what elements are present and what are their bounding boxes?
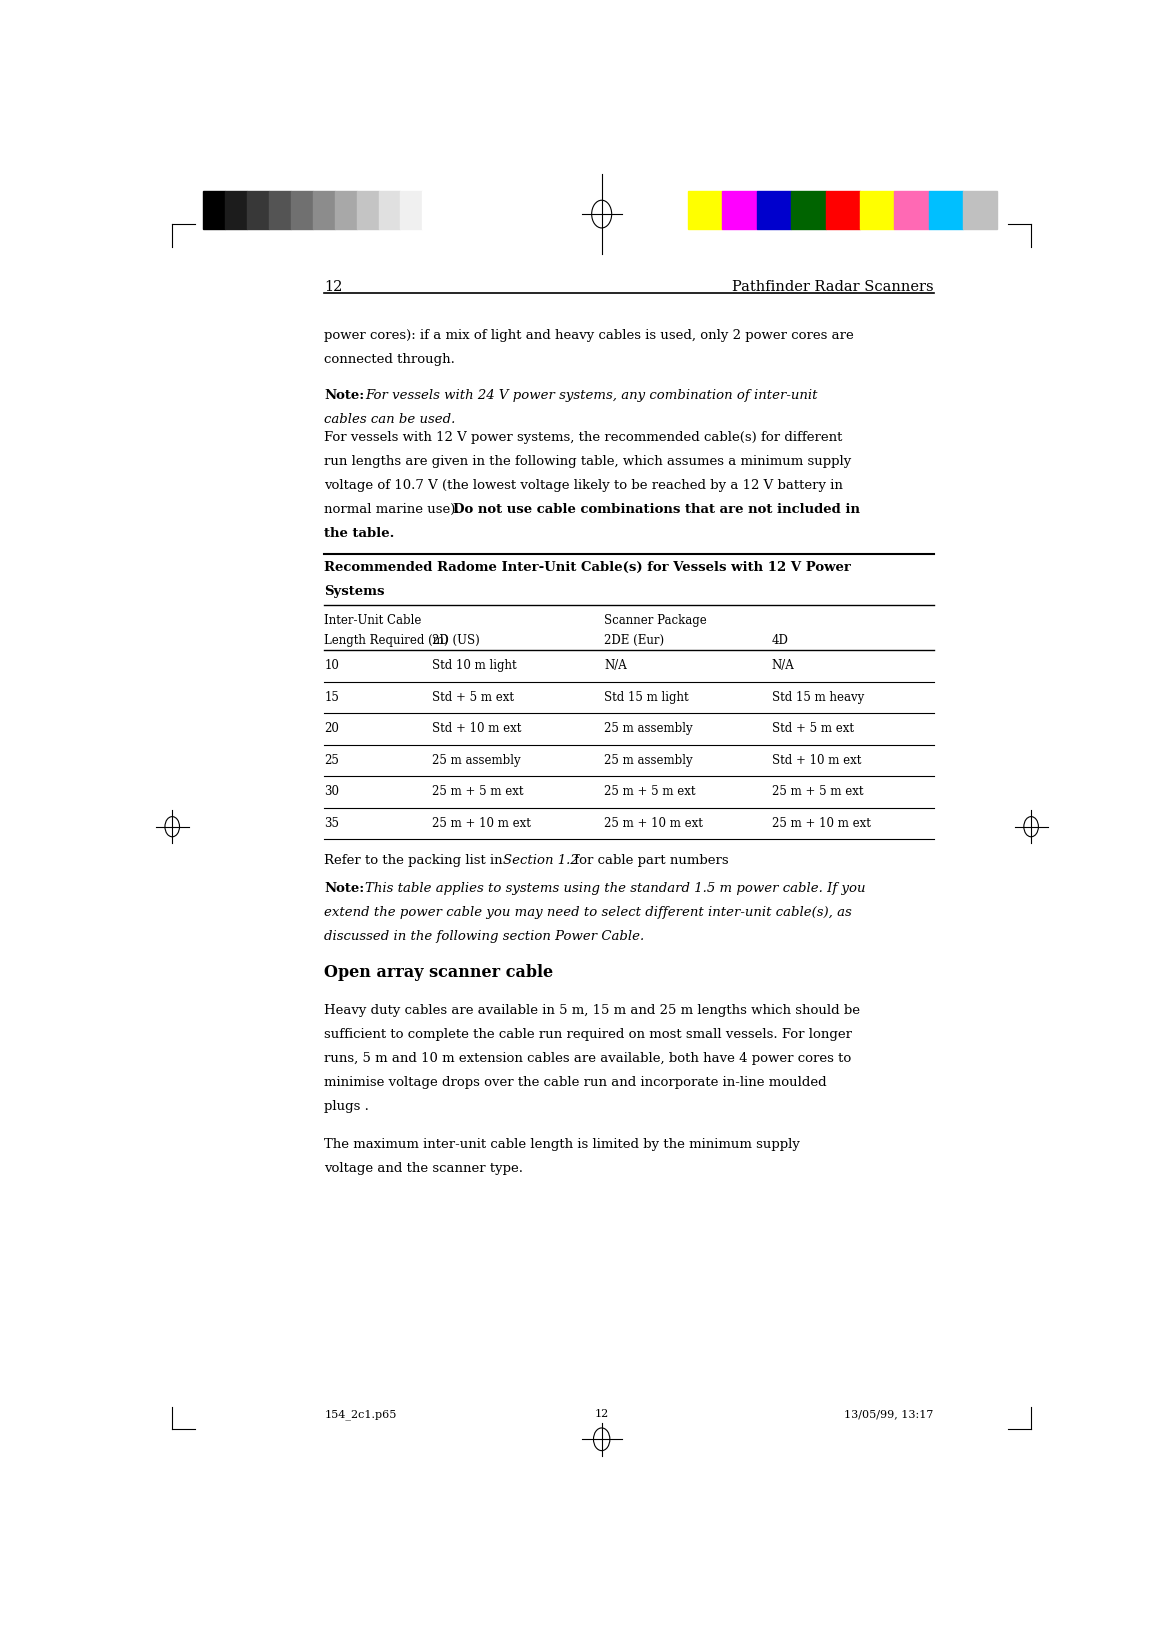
Text: Systems: Systems (324, 584, 385, 598)
Bar (757, 192, 791, 229)
Bar (861, 192, 895, 229)
Bar (722, 192, 757, 229)
Text: sufficient to complete the cable run required on most small vessels. For longer: sufficient to complete the cable run req… (324, 1028, 852, 1041)
Text: Pathfinder Radar Scanners: Pathfinder Radar Scanners (733, 280, 933, 293)
Text: 10: 10 (324, 660, 339, 673)
Text: 13/05/99, 13:17: 13/05/99, 13:17 (844, 1409, 933, 1419)
Bar (203, 192, 225, 229)
Text: 25 m + 5 m ext: 25 m + 5 m ext (432, 786, 524, 799)
Text: Note:: Note: (324, 882, 364, 895)
Bar (312, 192, 335, 229)
Text: for cable part numbers: for cable part numbers (569, 855, 728, 868)
Text: This table applies to systems using the standard 1.5 m power cable. If you: This table applies to systems using the … (365, 882, 865, 895)
Text: For vessels with 24 V power systems, any combination of inter-unit: For vessels with 24 V power systems, any… (365, 390, 817, 403)
Text: 15: 15 (324, 691, 339, 704)
Bar (895, 192, 929, 229)
Text: 25 m assembly: 25 m assembly (605, 722, 693, 735)
Text: Std 10 m light: Std 10 m light (432, 660, 517, 673)
Bar (247, 192, 269, 229)
Bar (400, 192, 423, 229)
Text: runs, 5 m and 10 m extension cables are available, both have 4 power cores to: runs, 5 m and 10 m extension cables are … (324, 1053, 851, 1066)
Text: 154_2c1.p65: 154_2c1.p65 (324, 1409, 397, 1419)
Text: run lengths are given in the following table, which assumes a minimum supply: run lengths are given in the following t… (324, 455, 851, 468)
Text: 12: 12 (594, 1409, 609, 1419)
Text: Std + 5 m ext: Std + 5 m ext (432, 691, 513, 704)
Text: Refer to the packing list in: Refer to the packing list in (324, 855, 507, 868)
Text: N/A: N/A (605, 660, 627, 673)
Text: Std 15 m light: Std 15 m light (605, 691, 689, 704)
Text: 12: 12 (324, 280, 343, 293)
Text: Do not use cable combinations that are not included in: Do not use cable combinations that are n… (453, 503, 861, 516)
Text: 25: 25 (324, 753, 339, 766)
Bar (688, 192, 722, 229)
Text: 2D (US): 2D (US) (432, 634, 479, 647)
Bar (791, 192, 825, 229)
Text: discussed in the following section Power Cable.: discussed in the following section Power… (324, 930, 645, 943)
Text: Std 15 m heavy: Std 15 m heavy (771, 691, 864, 704)
Text: minimise voltage drops over the cable run and incorporate in-line moulded: minimise voltage drops over the cable ru… (324, 1076, 826, 1089)
Text: 25 m + 10 m ext: 25 m + 10 m ext (771, 817, 871, 830)
Text: 25 m + 10 m ext: 25 m + 10 m ext (605, 817, 703, 830)
Text: For vessels with 12 V power systems, the recommended cable(s) for different: For vessels with 12 V power systems, the… (324, 431, 843, 444)
Text: Heavy duty cables are available in 5 m, 15 m and 25 m lengths which should be: Heavy duty cables are available in 5 m, … (324, 1005, 861, 1018)
Bar (378, 192, 400, 229)
Text: extend the power cable you may need to select different inter-unit cable(s), as: extend the power cable you may need to s… (324, 907, 852, 918)
Text: 25 m + 5 m ext: 25 m + 5 m ext (771, 786, 863, 799)
Bar (929, 192, 963, 229)
Text: normal marine use).: normal marine use). (324, 503, 464, 516)
Bar (423, 192, 444, 229)
Bar (825, 192, 861, 229)
Bar (963, 192, 998, 229)
Text: Open array scanner cable: Open array scanner cable (324, 964, 553, 981)
Text: 25 m assembly: 25 m assembly (432, 753, 520, 766)
Text: 4D: 4D (771, 634, 789, 647)
Text: Recommended Radome Inter-Unit Cable(s) for Vessels with 12 V Power: Recommended Radome Inter-Unit Cable(s) f… (324, 561, 851, 573)
Text: 25 m + 5 m ext: 25 m + 5 m ext (605, 786, 696, 799)
Text: Note:: Note: (324, 390, 364, 403)
Text: 2DE (Eur): 2DE (Eur) (605, 634, 664, 647)
Text: voltage of 10.7 V (the lowest voltage likely to be reached by a 12 V battery in: voltage of 10.7 V (the lowest voltage li… (324, 478, 843, 491)
Bar (269, 192, 291, 229)
Text: N/A: N/A (771, 660, 795, 673)
Text: Length Required (m): Length Required (m) (324, 634, 448, 647)
Text: plugs .: plugs . (324, 1100, 369, 1113)
Bar (291, 192, 312, 229)
Text: 25 m + 10 m ext: 25 m + 10 m ext (432, 817, 531, 830)
Text: connected through.: connected through. (324, 352, 456, 365)
Text: Section 1.2: Section 1.2 (504, 855, 579, 868)
Bar (225, 192, 247, 229)
Text: 25 m assembly: 25 m assembly (605, 753, 693, 766)
Text: 20: 20 (324, 722, 339, 735)
Text: voltage and the scanner type.: voltage and the scanner type. (324, 1162, 524, 1175)
Bar (357, 192, 378, 229)
Bar (335, 192, 357, 229)
Text: Std + 10 m ext: Std + 10 m ext (432, 722, 521, 735)
Text: 30: 30 (324, 786, 339, 799)
Text: Scanner Package: Scanner Package (605, 614, 707, 627)
Text: The maximum inter-unit cable length is limited by the minimum supply: The maximum inter-unit cable length is l… (324, 1138, 799, 1151)
Text: power cores): if a mix of light and heavy cables is used, only 2 power cores are: power cores): if a mix of light and heav… (324, 329, 853, 342)
Text: Inter-Unit Cable: Inter-Unit Cable (324, 614, 421, 627)
Text: 35: 35 (324, 817, 339, 830)
Text: Std + 10 m ext: Std + 10 m ext (771, 753, 862, 766)
Text: Std + 5 m ext: Std + 5 m ext (771, 722, 853, 735)
Text: cables can be used.: cables can be used. (324, 413, 456, 426)
Text: the table.: the table. (324, 527, 394, 540)
